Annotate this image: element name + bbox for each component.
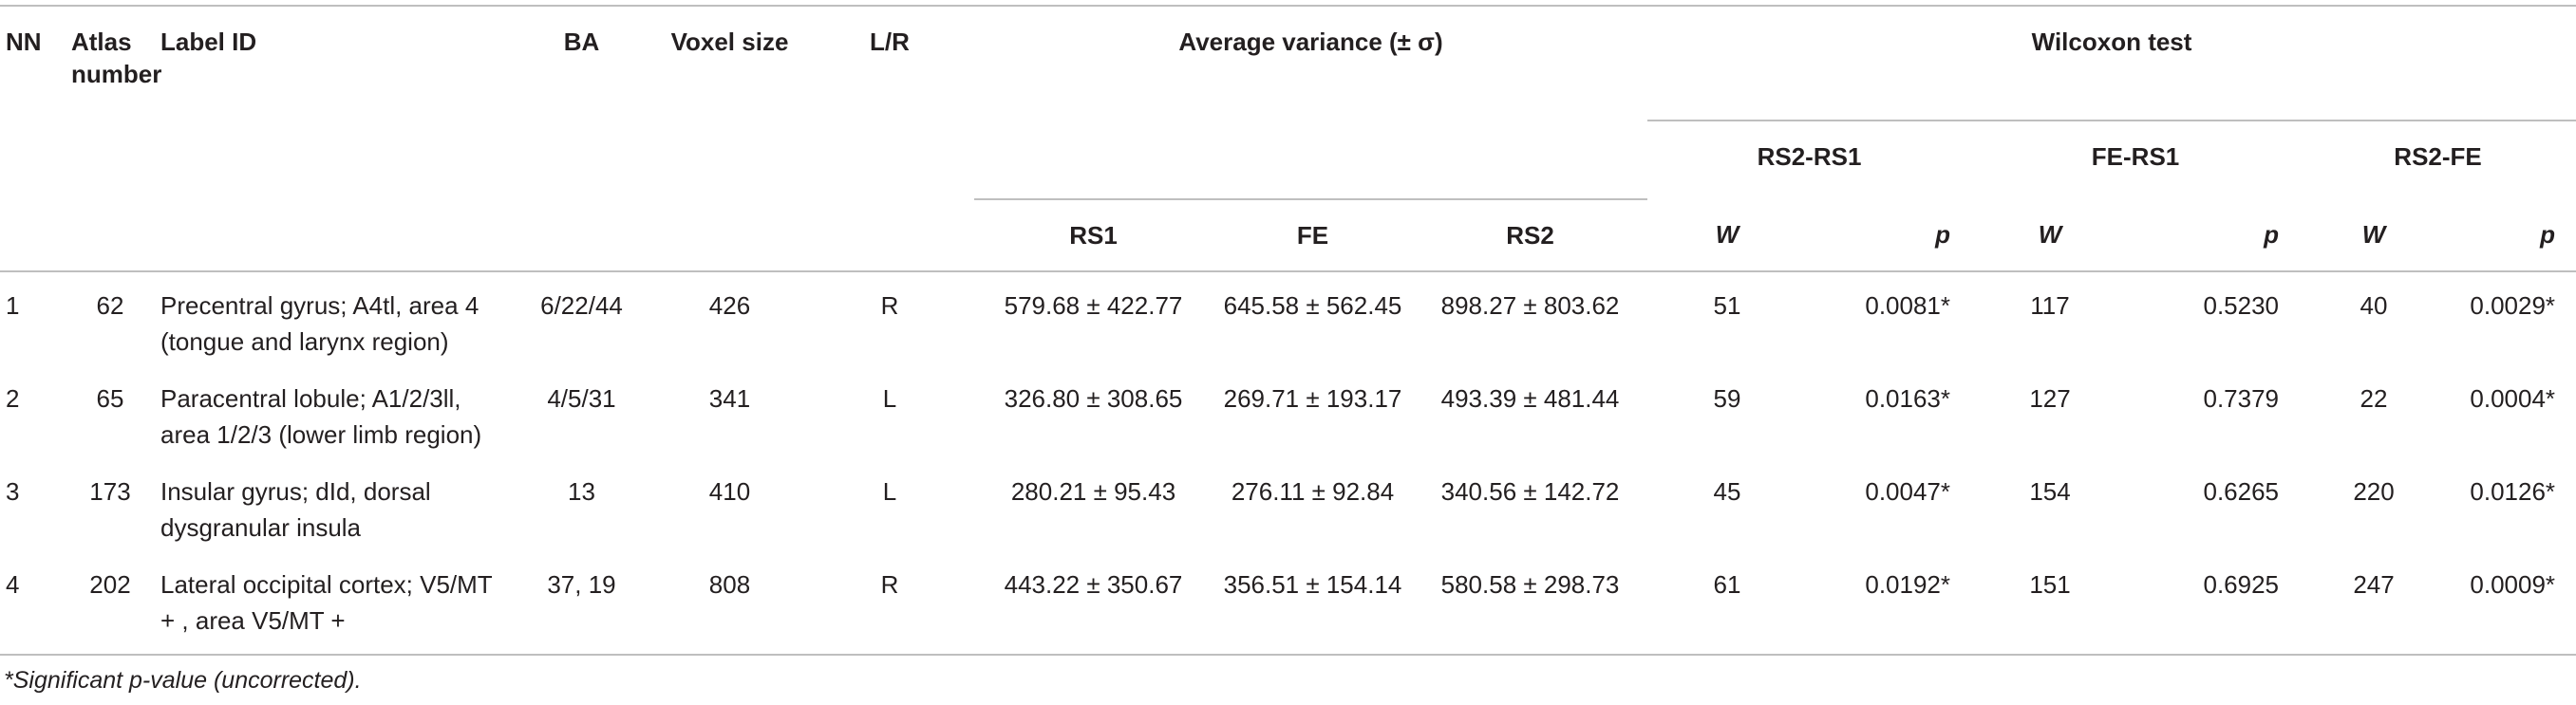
table-cell: 4 (0, 551, 66, 656)
table-cell: 0.0081* (1865, 291, 1951, 320)
table-cell: R (880, 291, 899, 320)
header-cell: BA (509, 6, 654, 272)
table-cell: Precentral gyrus; A4tl, area 4 (tongue a… (160, 291, 479, 356)
header-cell: NN (0, 6, 66, 272)
table-cell: 22 (2360, 384, 2388, 413)
table-cell: 6/22/44 (540, 291, 623, 320)
header-cell: Voxel size (654, 6, 805, 272)
header-cell: L/R (805, 6, 974, 272)
table-cell: L (882, 384, 897, 413)
table-cell: 356.51 ± 154.14 (1213, 551, 1413, 656)
footnote: *Significant p-value (uncorrected). (4, 667, 362, 694)
table-cell: 127 (2029, 384, 2071, 413)
table-cell: 0.5230 (2203, 291, 2280, 320)
table-row: 4 202 Lateral occipital cortex; V5/MT + , … (0, 551, 2576, 656)
table-cell: 645.58 ± 562.45 (1223, 291, 1402, 320)
column-header: W (2300, 199, 2449, 272)
header-cell: Label ID (155, 6, 509, 272)
table-cell: 0.6265 (2203, 477, 2280, 506)
column-header: W (1647, 199, 1808, 272)
table-cell: 51 (1713, 291, 1741, 320)
table-cell: Lateral occipital cortex; V5/MT + , area… (155, 551, 509, 656)
table-cell: 426 (708, 291, 751, 320)
table-cell: 173 (89, 477, 131, 506)
table-cell: 59 (1713, 384, 1741, 413)
table-cell: 151 (1971, 551, 2130, 656)
table-cell: 341 (708, 384, 751, 413)
table-cell: 0.0126* (2470, 477, 2556, 506)
table-cell: 2 (6, 384, 20, 413)
table-cell: 0.0047* (1865, 477, 1951, 506)
table-cell: 580.58 ± 298.73 (1413, 551, 1648, 656)
column-header: p (2129, 199, 2301, 272)
table-cell: 154 (2029, 477, 2071, 506)
table-cell: 410 (708, 477, 751, 506)
table-cell: 493.39 ± 481.44 (1440, 384, 1620, 413)
table-cell: 202 (66, 551, 155, 656)
table-cell: 0.6925 (2129, 551, 2301, 656)
group-header: FE-RS1 (2091, 142, 2180, 171)
column-header: RS2 (1413, 199, 1648, 272)
table-cell: 0.0163* (1865, 384, 1951, 413)
table-cell: 247 (2300, 551, 2449, 656)
table-cell: 45 (1713, 477, 1741, 506)
table-cell: 13 (568, 477, 595, 506)
table-cell: 0.0004* (2470, 384, 2556, 413)
table-cell: 40 (2360, 291, 2388, 320)
header-cell: Wilcoxon test (1647, 6, 2576, 121)
table-cell: 808 (654, 551, 805, 656)
table-cell: 4/5/31 (547, 384, 616, 413)
table-cell: 443.22 ± 350.67 (974, 551, 1213, 656)
table-body: 1 62 Precentral gyrus; A4tl, area 4 (tongu… (0, 271, 2576, 656)
group-header: RS2-FE (2394, 142, 2482, 171)
results-table: NN Atlas number Label ID BA Voxel size L… (0, 5, 2576, 656)
table-cell: 1 (6, 291, 20, 320)
table-cell: 37, 19 (509, 551, 654, 656)
column-header: p (1807, 199, 1972, 272)
table-cell: 117 (2030, 291, 2070, 320)
table-row: 1 62 Precentral gyrus; A4tl, area 4 (tongu… (0, 271, 2576, 365)
column-header: p (2448, 199, 2576, 272)
table-cell: 0.0029* (2470, 291, 2556, 320)
page: {"table":{"header":{"nn":"NN","atlas":"A… (0, 5, 2576, 705)
header-cell: Average variance (± σ) (974, 6, 1648, 200)
table-row: 3 173 Insular gyrus; dId, dorsal dysgranul… (0, 458, 2576, 551)
table-cell: 898.27 ± 803.62 (1440, 291, 1620, 320)
column-header: RS1 (974, 199, 1213, 272)
table-cell: 3 (6, 477, 20, 506)
table-cell: 280.21 ± 95.43 (1010, 477, 1176, 506)
table-cell: 0.0192* (1807, 551, 1972, 656)
table-cell: Paracentral lobule; A1/2/3ll, area 1/2/3… (160, 384, 482, 449)
table-cell: 65 (96, 384, 124, 413)
table-cell: 220 (2353, 477, 2395, 506)
table-cell: 340.56 ± 142.72 (1440, 477, 1620, 506)
table-cell: 0.0009* (2448, 551, 2576, 656)
column-header: W (1971, 199, 2130, 272)
header-cell: Atlas number (66, 6, 161, 272)
table-cell: 276.11 ± 92.84 (1231, 477, 1395, 506)
table-cell: 62 (96, 291, 124, 320)
table-cell: 326.80 ± 308.65 (1004, 384, 1183, 413)
table-cell: R (805, 551, 974, 656)
table-cell: Insular gyrus; dId, dorsal dysgranular i… (160, 477, 431, 542)
table-cell: 579.68 ± 422.77 (1004, 291, 1183, 320)
table-cell: L (882, 477, 897, 506)
table-cell: 61 (1647, 551, 1808, 656)
table-cell: 0.7379 (2203, 384, 2280, 413)
table-cell: 269.71 ± 193.17 (1223, 384, 1402, 413)
group-header: RS2-RS1 (1757, 142, 1862, 171)
column-header: FE (1213, 199, 1413, 272)
table-row: 2 65 Paracentral lobule; A1/2/3ll, area 1/… (0, 365, 2576, 458)
